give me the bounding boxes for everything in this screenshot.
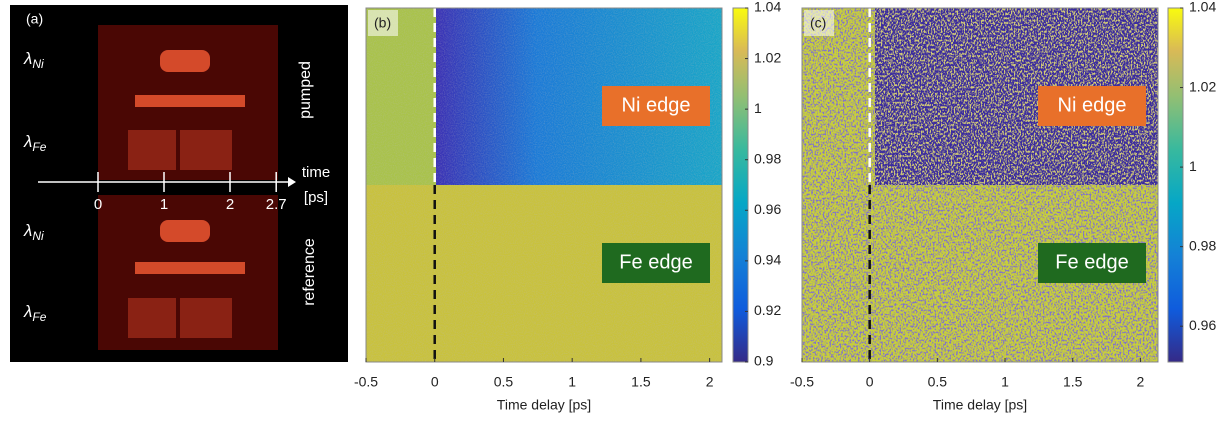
x-tick-label: 1.5: [1063, 374, 1083, 390]
annotation: Ni edge: [1058, 94, 1127, 116]
colorbar-tick-label: 0.92: [754, 302, 781, 318]
x-tick-label: 1.5: [631, 374, 651, 390]
colorbar-tick-label: 0.94: [754, 252, 781, 268]
wavelength-label: λFe: [23, 132, 47, 154]
x-axis-label: Time delay [ps]: [933, 397, 1027, 413]
annotation: Fe edge: [1055, 251, 1128, 273]
colorbar-tick-label: 0.96: [754, 201, 781, 217]
colorbar: [1167, 7, 1184, 363]
x-tick-label: 0.5: [494, 374, 514, 390]
frame: [801, 7, 1159, 363]
label-box: [290, 40, 320, 140]
wavelength-label: λNi: [23, 221, 44, 243]
colorbar-tick-label: 0.98: [1189, 237, 1216, 253]
x-tick-label: 0: [866, 374, 874, 390]
colorbar-tick-label: 0.9: [754, 353, 774, 369]
frame: [365, 7, 723, 363]
tick-label: 2: [226, 196, 234, 213]
x-tick-label: 0: [431, 374, 439, 390]
panel-label: (b): [374, 15, 391, 31]
axis-title: [ps]: [304, 189, 328, 206]
annotation: Fe edge: [619, 251, 692, 273]
image-features: [128, 50, 245, 338]
annotation-box: [602, 86, 710, 126]
colorbar-tick-label: 1.04: [754, 0, 781, 15]
label-box: [804, 10, 834, 36]
colorbar-tick-label: 0.98: [754, 150, 781, 166]
subscript: Ni: [32, 229, 44, 243]
x-tick-label: 2: [706, 374, 714, 390]
label-box: [368, 10, 398, 36]
annotation-box: [1038, 86, 1146, 126]
axis-title: time: [302, 164, 330, 181]
tick-label: 1: [160, 196, 168, 213]
label-box: [292, 218, 328, 328]
annotation-box: [1038, 243, 1146, 283]
label-box: [16, 295, 68, 331]
side-label: reference: [301, 238, 318, 306]
x-tick-label: -0.5: [354, 374, 378, 390]
heatmap-b-noise: [366, 8, 722, 362]
x-tick-label: 0.5: [928, 374, 948, 390]
x-tick-label: -0.5: [790, 374, 814, 390]
wavelength-label: λFe: [23, 302, 47, 324]
symbol: λ: [23, 49, 32, 68]
wavelength-label: λNi: [23, 49, 44, 71]
label-box: [16, 42, 68, 78]
subscript: Fe: [32, 140, 46, 154]
label-box: [16, 214, 68, 250]
x-tick-label: 1: [568, 374, 576, 390]
colorbar-tick-label: 1.02: [1189, 78, 1216, 94]
arrow-head: [288, 177, 296, 187]
colorbar-tick-label: 0.96: [1189, 317, 1216, 333]
annotation-box: [602, 243, 710, 283]
panel-label: (c): [810, 15, 826, 31]
subscript: Ni: [32, 57, 44, 71]
colorbar-tick-label: 1: [754, 100, 762, 116]
symbol: λ: [23, 302, 32, 321]
colorbar-tick-label: 1.02: [754, 49, 781, 65]
subscript: Fe: [32, 310, 46, 324]
x-tick-label: 1: [1001, 374, 1009, 390]
colorbar: [732, 7, 749, 363]
symbol: λ: [23, 221, 32, 240]
x-tick-label: 2: [1137, 374, 1145, 390]
colorbar-tick-label: 1: [1189, 158, 1197, 174]
panel-label: (a): [26, 11, 43, 27]
label-box: [16, 125, 68, 161]
side-label: pumped: [297, 61, 314, 119]
symbol: λ: [23, 132, 32, 151]
tick-label: 0: [94, 196, 102, 213]
tick-label: 2.7: [266, 196, 287, 213]
colorbar-tick-label: 1.04: [1189, 0, 1216, 15]
annotation: Ni edge: [622, 94, 691, 116]
x-axis-label: Time delay [ps]: [497, 397, 591, 413]
